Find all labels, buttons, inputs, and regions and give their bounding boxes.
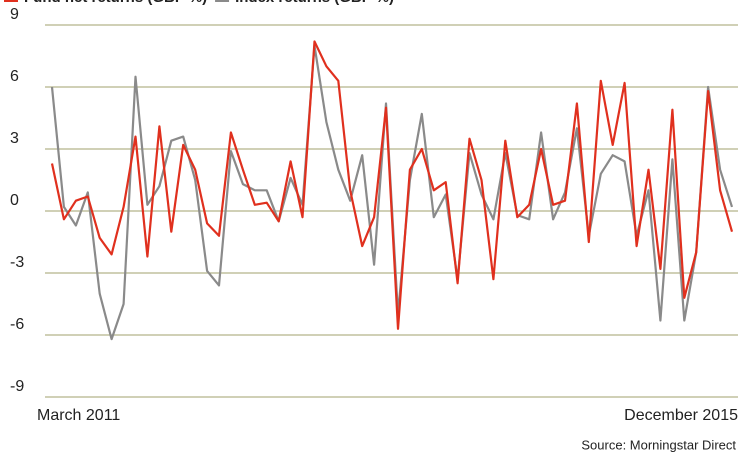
source: Source: Morningstar Direct	[581, 437, 736, 452]
x-tick-label: December 2015	[624, 407, 738, 424]
legend-swatch	[215, 0, 230, 2]
legend-label: Fund net returns (GBP %)	[24, 0, 207, 6]
y-tick-label: 6	[10, 68, 19, 85]
y-tick-label: -6	[10, 316, 24, 333]
y-tick-label: 0	[10, 192, 19, 209]
y-tick-label: -9	[10, 378, 24, 395]
legend-label: Index returns (GBP %)	[235, 0, 394, 6]
y-tick-label: 3	[10, 130, 19, 147]
series-line	[50, 40, 734, 330]
x-tick-label: March 2011	[37, 407, 120, 424]
y-tick-label: -3	[10, 254, 24, 271]
legend-swatch	[4, 0, 18, 2]
y-tick-label: 9	[10, 6, 19, 23]
